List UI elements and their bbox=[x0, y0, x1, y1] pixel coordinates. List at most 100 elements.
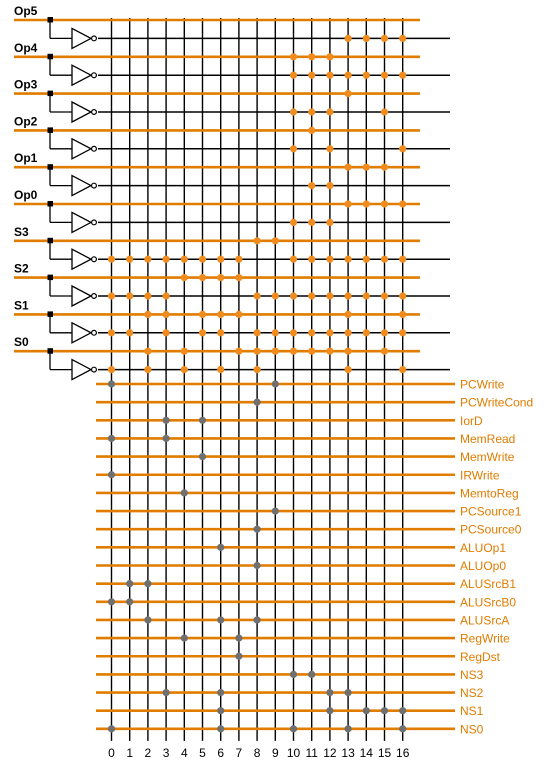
and-dot bbox=[362, 255, 370, 263]
output-label-alusrca: ALUSrcA bbox=[460, 613, 509, 627]
input-label-op0: Op0 bbox=[14, 188, 38, 202]
and-dot bbox=[162, 329, 170, 337]
input-label-s2: S2 bbox=[14, 262, 29, 276]
and-dot bbox=[344, 292, 352, 300]
and-dot bbox=[235, 255, 243, 263]
inverter-bubble-op3 bbox=[90, 108, 97, 115]
and-dot bbox=[289, 53, 298, 61]
and-dot bbox=[217, 366, 225, 374]
and-dot bbox=[344, 163, 352, 171]
and-dot bbox=[326, 108, 334, 116]
output-label-aluop0: ALUOp0 bbox=[460, 559, 506, 573]
and-dot bbox=[235, 347, 243, 355]
and-dot bbox=[235, 274, 243, 282]
and-dot bbox=[308, 182, 316, 190]
or-dot bbox=[217, 543, 225, 551]
and-dot bbox=[344, 310, 352, 318]
or-dot bbox=[107, 434, 116, 443]
and-dot bbox=[362, 200, 370, 208]
or-dot bbox=[107, 598, 116, 606]
and-dot bbox=[308, 53, 316, 61]
and-dot bbox=[399, 366, 407, 374]
inverter-bubble-op4 bbox=[90, 72, 97, 79]
and-dot bbox=[380, 71, 389, 79]
input-label-op3: Op3 bbox=[14, 78, 38, 92]
output-label-memread: MemRead bbox=[460, 432, 515, 446]
and-dot bbox=[289, 71, 298, 79]
and-dot bbox=[362, 329, 370, 337]
branch-node-op4 bbox=[47, 53, 53, 60]
and-dot bbox=[399, 34, 407, 43]
and-dot bbox=[399, 145, 407, 153]
and-dot bbox=[253, 347, 261, 355]
or-dot bbox=[217, 688, 225, 697]
output-label-ns3: NS3 bbox=[460, 668, 484, 682]
and-dot bbox=[162, 255, 170, 263]
branch-node-s2 bbox=[47, 274, 53, 281]
column-label-12: 12 bbox=[323, 746, 337, 760]
or-dot bbox=[399, 725, 407, 733]
or-dot bbox=[344, 688, 352, 697]
and-dot bbox=[253, 292, 261, 300]
inverter-bubble-s3 bbox=[90, 256, 97, 263]
and-dot bbox=[162, 310, 170, 318]
and-dot bbox=[380, 108, 389, 116]
and-dot bbox=[326, 292, 334, 300]
and-dot bbox=[344, 90, 352, 98]
and-dot bbox=[308, 126, 316, 134]
and-dot bbox=[289, 292, 298, 300]
column-label-14: 14 bbox=[360, 746, 374, 760]
and-dot bbox=[217, 310, 225, 318]
and-dot bbox=[308, 71, 316, 79]
input-label-s1: S1 bbox=[14, 298, 29, 312]
branch-node-op3 bbox=[47, 90, 53, 97]
and-dot bbox=[289, 108, 298, 116]
and-dot bbox=[289, 218, 298, 226]
inverter-icon-op4 bbox=[71, 64, 93, 87]
and-dot bbox=[198, 310, 207, 318]
and-dot bbox=[362, 292, 370, 300]
and-dot bbox=[126, 255, 134, 263]
inverter-bubble-s2 bbox=[90, 293, 97, 300]
or-dot bbox=[217, 725, 225, 733]
inverter-icon-op2 bbox=[71, 137, 93, 160]
or-dot bbox=[253, 616, 261, 624]
and-dot bbox=[289, 347, 298, 355]
branch-node-s3 bbox=[47, 237, 53, 244]
or-dot bbox=[107, 380, 116, 388]
output-label-aluop1: ALUOp1 bbox=[460, 541, 506, 555]
and-dot bbox=[399, 71, 407, 79]
and-dot bbox=[344, 200, 352, 208]
and-dot bbox=[198, 255, 207, 263]
or-dot bbox=[253, 398, 261, 406]
or-dot bbox=[144, 616, 152, 624]
and-dot bbox=[326, 71, 334, 79]
input-label-s3: S3 bbox=[14, 225, 29, 239]
and-dot bbox=[107, 329, 116, 337]
or-dot bbox=[217, 616, 225, 624]
and-dot bbox=[344, 366, 352, 374]
and-dot bbox=[344, 347, 352, 355]
and-dot bbox=[198, 329, 207, 337]
and-dot bbox=[380, 329, 389, 337]
and-dot bbox=[326, 182, 334, 190]
inverter-icon-op1 bbox=[71, 174, 93, 197]
or-dot bbox=[271, 507, 279, 515]
and-dot bbox=[253, 329, 261, 337]
output-label-pcsource0: PCSource0 bbox=[460, 523, 522, 537]
and-dot bbox=[144, 366, 152, 374]
and-dot bbox=[180, 274, 188, 282]
and-dot bbox=[344, 255, 352, 263]
output-label-ns0: NS0 bbox=[460, 722, 484, 736]
and-dot bbox=[126, 292, 134, 300]
or-dot bbox=[289, 670, 298, 679]
and-dot bbox=[180, 347, 188, 355]
and-dot bbox=[235, 310, 243, 318]
input-label-op5: Op5 bbox=[14, 4, 38, 18]
or-dot bbox=[162, 688, 170, 697]
branch-node-op2 bbox=[47, 127, 53, 133]
branch-node-op1 bbox=[47, 164, 53, 170]
and-dot bbox=[380, 34, 389, 43]
and-dot bbox=[344, 71, 352, 79]
or-dot bbox=[362, 707, 370, 715]
